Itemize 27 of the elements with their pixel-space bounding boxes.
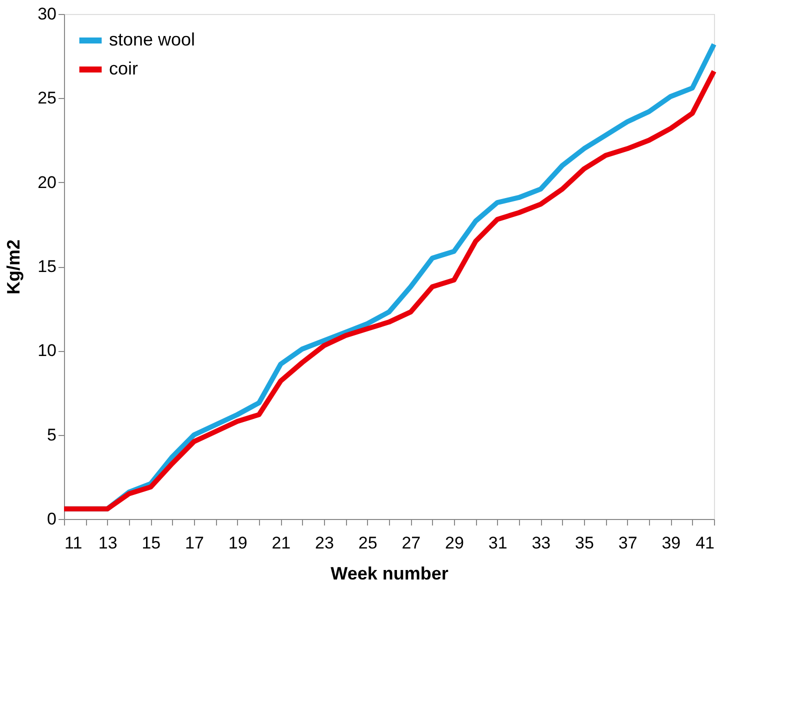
x-tick-label: 37 — [618, 534, 638, 552]
x-tick-label: 15 — [142, 534, 161, 552]
x-tick-label: 33 — [532, 534, 551, 552]
y-tick-label: 25 — [38, 88, 56, 108]
x-tick-label: 25 — [358, 534, 378, 552]
x-tick-label: 17 — [185, 534, 204, 552]
x-tick-label: 23 — [315, 534, 334, 552]
x-tick-label: 39 — [662, 534, 681, 552]
y-tick-label: 10 — [38, 341, 56, 360]
x-tick-label: 21 — [272, 534, 291, 552]
legend-label: stone wool — [109, 30, 196, 50]
x-tick-label: 35 — [575, 534, 594, 552]
y-tick-label: 15 — [38, 257, 56, 276]
y-axis-title: Kg/m2 — [4, 239, 24, 295]
y-tick-label: 0 — [47, 510, 56, 528]
legend-label: coir — [109, 58, 138, 78]
x-axis-title: Week number — [330, 564, 448, 584]
x-tick-label: 27 — [402, 534, 421, 552]
x-tick-label: 19 — [228, 534, 248, 552]
y-tick-label: 5 — [47, 425, 56, 444]
x-tick-label: 31 — [488, 534, 508, 552]
x-tick-label: 13 — [98, 534, 118, 552]
y-tick-label: 20 — [38, 172, 56, 192]
y-tick-label: 30 — [38, 4, 56, 24]
x-tick-label: 11 — [64, 534, 82, 552]
x-tick-label: 41 — [696, 534, 714, 552]
x-tick-label: 29 — [445, 534, 464, 552]
